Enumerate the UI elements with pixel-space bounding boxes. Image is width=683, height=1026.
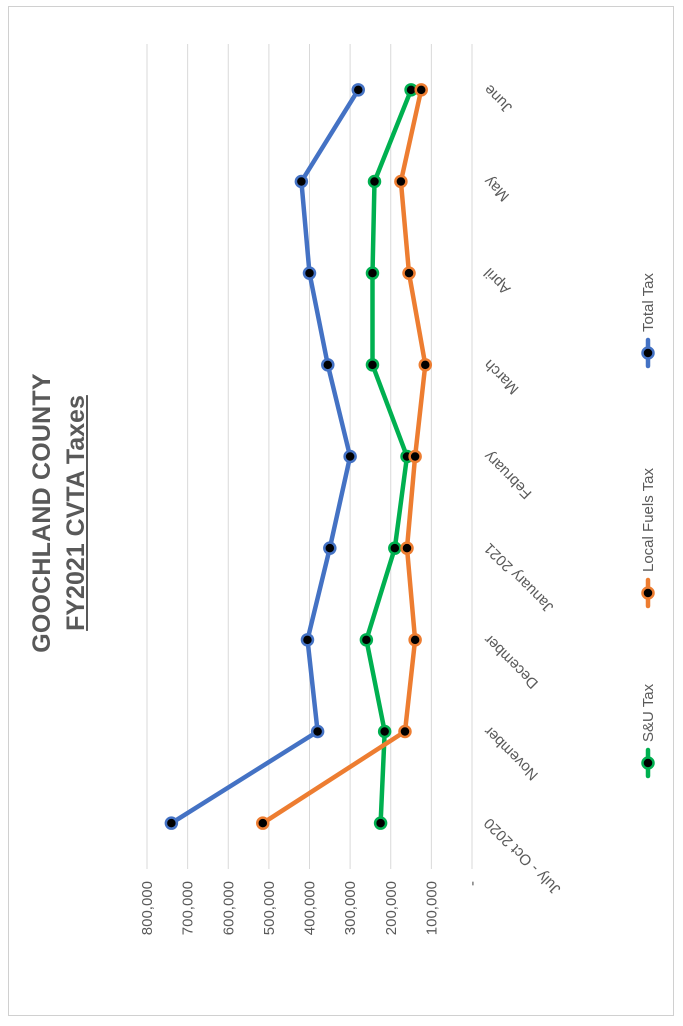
- y-tick-label: 600,000: [220, 881, 237, 935]
- x-tick-label: November: [481, 723, 542, 784]
- y-tick-label: 100,000: [423, 881, 440, 935]
- x-tick-label: January 2021: [481, 539, 557, 615]
- x-tick-label: June: [481, 81, 516, 116]
- data-point-total-tax: [343, 449, 357, 464]
- y-tick-label: 300,000: [342, 881, 359, 935]
- data-point-s-u-tax: [388, 541, 402, 555]
- data-point-total-tax: [302, 266, 317, 280]
- x-tick-label: July - Oct 2020: [481, 814, 564, 897]
- data-point-local-fuels-tax: [414, 83, 428, 97]
- data-point-total-tax: [300, 633, 315, 647]
- y-tick-label: 800,000: [139, 881, 156, 935]
- data-point-s-u-tax: [367, 174, 382, 189]
- data-point-local-fuels-tax: [408, 633, 422, 647]
- data-point-s-u-tax: [365, 358, 380, 372]
- x-axis: July - Oct 2020 November December January 2…: [480, 81, 564, 898]
- data-point-s-u-tax: [365, 266, 380, 280]
- data-point-local-fuels-tax: [400, 541, 414, 555]
- data-point-local-fuels-tax: [394, 174, 408, 189]
- x-tick-label: December: [481, 631, 542, 692]
- data-point-total-tax: [310, 724, 325, 739]
- data-point-total-tax: [321, 358, 335, 372]
- y-tick-label: 700,000: [180, 881, 197, 935]
- data-point-local-fuels-tax: [398, 724, 412, 739]
- legend-label-total-tax: Total Tax: [640, 273, 657, 332]
- series-lines: [164, 83, 433, 830]
- y-tick-label: 500,000: [261, 881, 278, 935]
- data-point-local-fuels-tax: [418, 358, 433, 372]
- data-point-total-tax: [164, 816, 179, 830]
- data-point-s-u-tax: [359, 633, 374, 647]
- legend-marker-total-tax: [641, 346, 655, 360]
- data-point-local-fuels-tax: [256, 816, 270, 830]
- data-point-local-fuels-tax: [408, 449, 422, 464]
- x-tick-label: April: [481, 264, 514, 297]
- data-point-s-u-tax: [377, 724, 392, 739]
- legend-marker-s-u-tax: [641, 756, 655, 770]
- series-line-total-tax: [169, 87, 361, 826]
- data-point-local-fuels-tax: [402, 266, 416, 280]
- legend-label-local-fuels-tax: Local Fuels Tax: [640, 468, 657, 572]
- x-tick-label: March: [481, 356, 522, 397]
- data-point-total-tax: [294, 174, 309, 189]
- data-point-total-tax: [323, 541, 337, 555]
- legend-label-s-u-tax: S&U Tax: [640, 683, 657, 742]
- x-tick-label: May: [480, 172, 512, 204]
- y-tick-label: -: [464, 881, 481, 886]
- y-tick-label: 400,000: [302, 881, 319, 935]
- x-tick-label: February: [480, 447, 535, 502]
- legend-marker-local-fuels-tax: [641, 586, 655, 600]
- data-point-s-u-tax: [373, 816, 388, 830]
- gridlines: [146, 44, 473, 869]
- chart-frame: [8, 6, 674, 1016]
- data-point-total-tax: [351, 83, 365, 97]
- y-tick-label: 200,000: [383, 881, 400, 935]
- y-axis: - 100,000 200,000 300,000 400,000 500,000 600,…: [139, 881, 481, 935]
- legend: S&U Tax Local Fuels Tax Total Tax: [640, 273, 657, 779]
